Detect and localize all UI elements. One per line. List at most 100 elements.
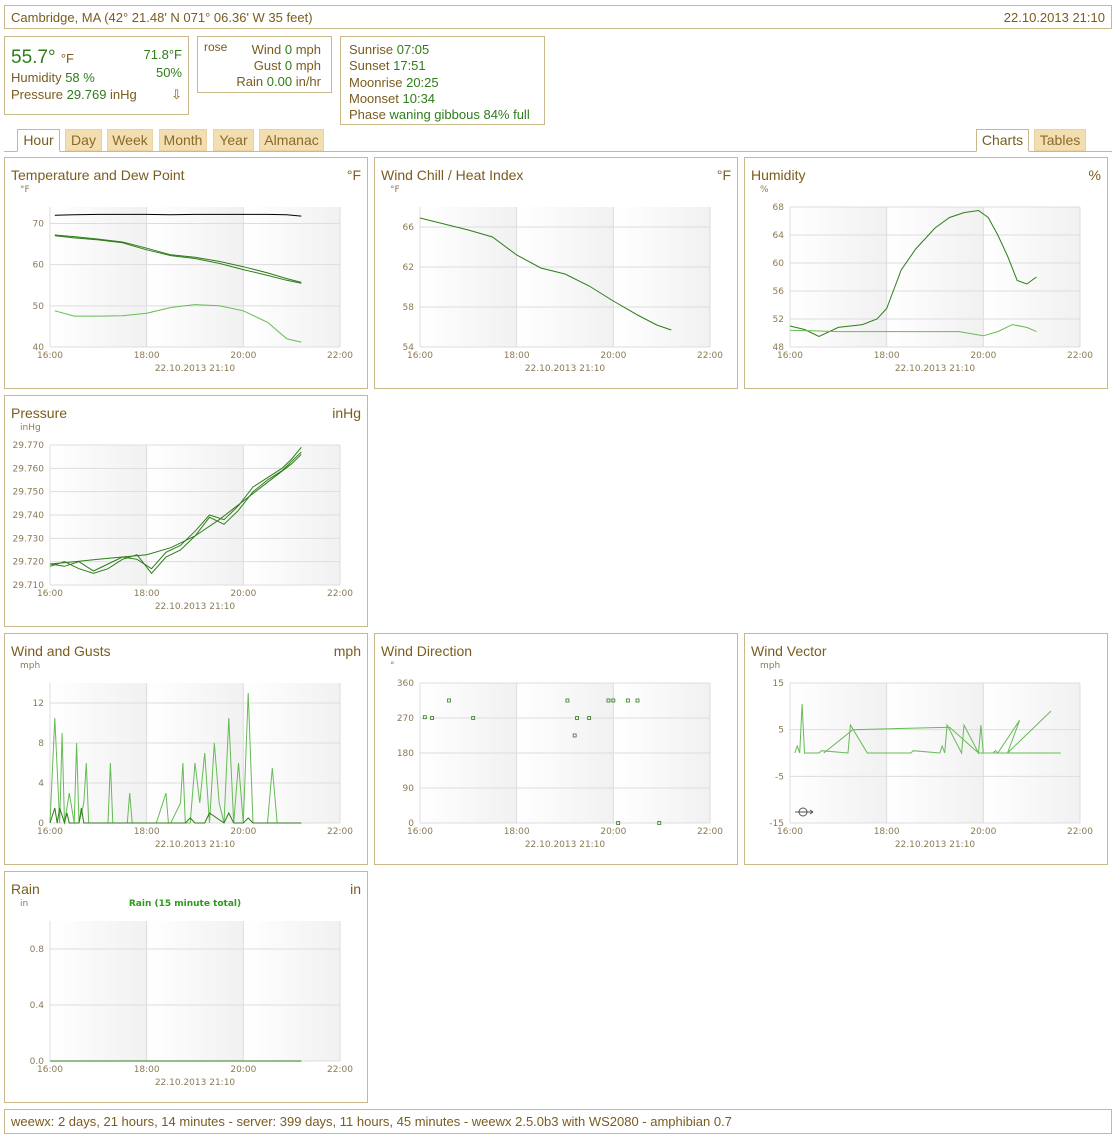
y-tick-label: 270 [397,714,414,724]
tab-almanac[interactable]: Almanac [259,129,324,151]
almanac-summary: Sunrise 07:05 Sunset 17:51 Moonrise 20:2… [340,36,545,125]
series-line [49,451,302,575]
y-tick-label: 0.0 [30,1057,45,1067]
moonrise-readout: Moonrise 20:25 [349,75,439,90]
y-tick-label: 58 [403,303,415,313]
y-tick-label: 0.4 [30,1001,45,1011]
tab-year[interactable]: Year [213,129,254,151]
x-axis-label: 22.10.2013 21:10 [155,1078,236,1088]
data-point [565,698,570,703]
panel-unit: in [350,881,361,897]
y-tick-label: 48 [773,343,785,353]
data-point [625,698,630,703]
panel-title: Pressure [11,405,68,421]
y-axis-unit-label: inHg [20,423,41,433]
y-tick-label: 0 [408,819,414,829]
rain-rate-readout: Rain 0.00 in/hr [236,74,321,89]
data-point [471,716,476,720]
x-tick-label: 22:00 [327,351,353,361]
y-tick-label: 29.720 [13,558,45,568]
inside-humidity: 50% [155,65,182,80]
y-tick-label: 12 [33,699,44,709]
x-tick-label: 22:00 [327,1065,353,1075]
panel-unit: mph [333,643,361,659]
x-axis-label: 22.10.2013 21:10 [895,840,976,850]
y-tick-label: 29.770 [13,441,45,451]
series-line [49,807,302,825]
plot-band [243,207,340,347]
data-point [611,698,616,703]
panel-unit: % [1088,167,1101,183]
y-tick-label: 90 [403,784,415,794]
y-tick-label: 29.730 [13,534,45,544]
windchill-heatindex-panel: Wind Chill / Heat Index °F 54 58 62 66 16:00… [374,157,738,389]
y-axis-unit-label: % [760,185,769,195]
data-point [572,733,577,738]
tab-month[interactable]: Month [159,129,207,151]
x-tick-label: 16:00 [777,827,803,837]
station-header: Cambridge, MA (42° 21.48' N 071° 06.36' … [4,5,1112,29]
series-line [54,234,302,283]
series-line [49,453,302,565]
x-tick-label: 22:00 [327,827,353,837]
x-tick-label: 20:00 [970,827,996,837]
plot-band [50,683,147,823]
y-axis-unit-label: ° [390,661,395,671]
x-tick-label: 22:00 [1067,351,1093,361]
report-timestamp: 22.10.2013 21:10 [1003,10,1105,25]
plot-band [420,207,517,347]
panel-unit: °F [346,167,361,183]
panel-unit: inHg [332,405,361,421]
wind-gusts-chart: 0 4 8 12 16:00 18:00 20:00 22:00 mph 22.10.2013 2… [20,661,353,850]
x-tick-label: 18:00 [504,827,530,837]
x-axis-label: 22.10.2013 21:10 [155,602,236,612]
x-tick-label: 16:00 [37,589,63,599]
tab-hour[interactable]: Hour [17,129,60,152]
tab-charts[interactable]: Charts [976,129,1029,152]
series-line [54,213,302,217]
x-tick-label: 18:00 [134,589,160,599]
tab-week[interactable]: Week [107,129,153,151]
y-axis-unit-label: mph [760,661,780,671]
y-tick-label: 54 [403,343,415,353]
sunrise-readout: Sunrise 07:05 [349,42,430,57]
x-axis-label: 22.10.2013 21:10 [155,840,236,850]
plot-band [790,207,887,347]
station-location: Cambridge, MA (42° 21.48' N 071° 06.36' … [11,10,313,25]
wind-direction-panel: Wind Direction 0 90 180 270 360 16:00 18:00 20:… [374,633,738,865]
plot-band [886,207,984,347]
wind-conditions: rose Wind 0 mph Gust 0 mph Rain 0.00 in/… [197,36,332,93]
x-tick-label: 16:00 [407,827,433,837]
gust-readout: Gust 0 mph [253,58,321,73]
plot-band [243,921,340,1061]
data-point [616,821,621,825]
x-tick-label: 16:00 [777,351,803,361]
panel-title: Wind and Gusts [11,643,111,659]
tab-day[interactable]: Day [65,129,102,151]
x-axis-label: 22.10.2013 21:10 [155,364,236,374]
temperature-dewpoint-panel: Temperature and Dew Point °F 40 50 60 70 16:… [4,157,368,389]
y-tick-label: 60 [33,261,45,271]
uptime-info: weewx: 2 days, 21 hours, 14 minutes - se… [11,1114,732,1129]
wind-gusts-panel: Wind and Gusts mph 0 4 8 12 16:00 18:00 20:00 2… [4,633,368,865]
plot-band [146,683,244,823]
outside-temperature: 55.7° °F [11,47,74,68]
series-line [419,217,672,331]
x-tick-label: 20:00 [600,827,626,837]
y-tick-label: 5 [778,726,784,736]
y-tick-label: 50 [33,302,45,312]
x-tick-label: 22:00 [697,351,723,361]
moon-phase-readout: Phase waning gibbous 84% full [349,107,530,122]
tab-tables[interactable]: Tables [1034,129,1086,151]
y-tick-label: 29.760 [13,464,45,474]
plot-band [983,207,1080,347]
x-tick-label: 20:00 [230,827,256,837]
data-point [635,698,640,703]
data-point [587,716,592,720]
x-tick-label: 20:00 [230,1065,256,1075]
y-tick-label: 8 [38,739,44,749]
data-point [422,715,427,720]
y-tick-label: 29.740 [13,511,45,521]
y-axis-unit-label: mph [20,661,40,671]
humidity-chart: 48 52 56 60 64 68 16:00 18:00 20:00 22:00% 22.10.2… [760,185,1093,374]
